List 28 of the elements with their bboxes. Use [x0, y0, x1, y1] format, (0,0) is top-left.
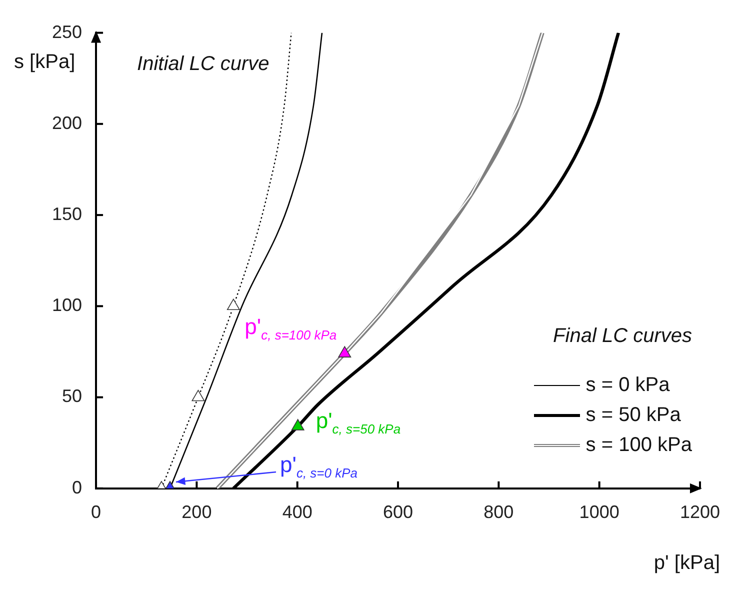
y-tick-label: 250 [52, 22, 82, 42]
line-series [215, 32, 544, 490]
x-tick-label: 0 [91, 502, 102, 522]
legend-label: s = 50 kPa [586, 404, 681, 427]
annotation: p'$_{c, s=0 kPa}$ [280, 452, 358, 481]
x-tick-label: 400 [282, 502, 312, 522]
y-tick-label: 100 [52, 295, 82, 316]
annotation: p'$_{c, s=100 kPa}$ [244, 314, 337, 342]
point [291, 419, 304, 430]
x-tick-label: 800 [484, 502, 514, 522]
series-label: Initial LC curve [137, 52, 270, 76]
x-tick-label: 600 [382, 502, 414, 522]
legend-title: Final LC curves [552, 325, 692, 348]
x-tick-label: 1000 [579, 502, 620, 522]
legend-label: s = 0 kPa [586, 374, 670, 397]
y-tick-label: 150 [52, 204, 82, 224]
x-axis-title: p' [kPa] [654, 552, 720, 576]
legend-label: s = 100 kPa [586, 434, 692, 457]
point [226, 298, 240, 310]
point [338, 346, 352, 358]
y-tick-label: 200 [52, 112, 82, 133]
y-axis-title: s [kPa] [14, 50, 76, 74]
y-tick-label: 0 [72, 477, 82, 498]
point [192, 390, 205, 402]
x-tick-label: 1200 [680, 502, 720, 522]
annotation: p'$_{c, s=50 kPa}$ [316, 408, 401, 437]
x-tick-label: 200 [182, 502, 212, 522]
y-tick-label: 50 [62, 386, 82, 406]
